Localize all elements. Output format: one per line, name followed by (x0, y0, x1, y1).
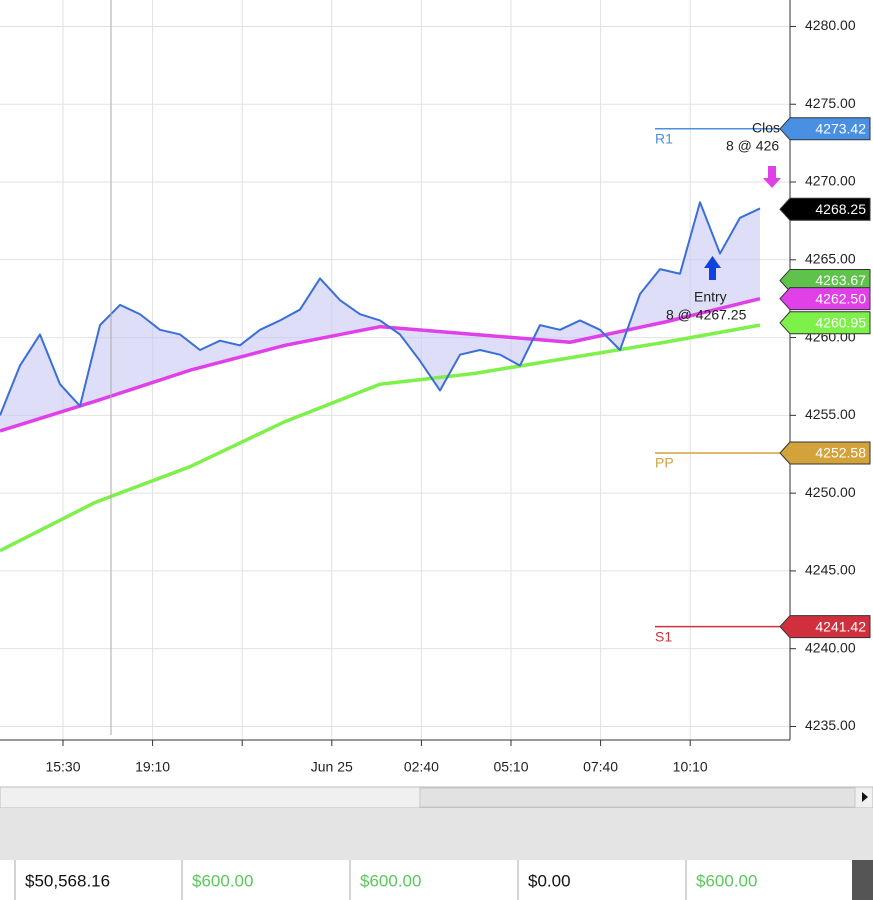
annotation: 8 @ 426 (726, 138, 779, 154)
y-tick-label: 4255.00 (805, 406, 856, 422)
exit-marker (763, 166, 781, 188)
annotation: Clos (752, 120, 780, 136)
y-tick-label: 4280.00 (805, 17, 856, 33)
price-tag (779, 615, 871, 639)
price-tag (779, 287, 871, 311)
plot (0, 0, 790, 740)
x-tick-label: 05:10 (493, 759, 528, 775)
x-tick-label: 19:10 (135, 759, 170, 775)
price-tag-label: 4241.42 (815, 618, 866, 634)
panel (0, 808, 873, 860)
scroll-right[interactable] (862, 792, 868, 802)
level-name: R1 (655, 131, 673, 147)
price-tag-label: 4273.42 (815, 121, 866, 137)
price-tag-label: 4263.67 (815, 272, 866, 288)
level-name: PP (655, 455, 674, 471)
cells: $50,568.16 $600.00 $600.00 $0.00 $600.00 (14, 860, 757, 900)
level-name: S1 (655, 628, 672, 644)
table-edge (852, 860, 873, 900)
series-line (0, 323, 761, 553)
price-tag-label: 4268.25 (815, 201, 866, 217)
y-tick-label: 4250.00 (805, 484, 856, 500)
price-tag (779, 197, 871, 221)
table-cell: $600.00 (360, 871, 421, 890)
x-tick-label: 10:10 (673, 759, 708, 775)
chart-bg (0, 0, 873, 787)
y-tick-label: 4275.00 (805, 95, 856, 111)
y-tick-label: 4235.00 (805, 717, 856, 733)
annotation: Entry (694, 289, 727, 305)
y-tick-label: 4240.00 (805, 639, 856, 655)
series-line (0, 201, 761, 416)
x-tick-label: Jun 25 (311, 759, 353, 775)
scroll-thumb[interactable] (419, 787, 856, 808)
x-tick-label: 07:40 (583, 759, 618, 775)
table-cell: $600.00 (192, 871, 253, 890)
price-tag-label: 4260.95 (815, 314, 866, 330)
table-row (0, 860, 873, 900)
price-tag-label: 4262.50 (815, 290, 866, 306)
x-tick-label: 15:30 (45, 759, 80, 775)
price-tag (779, 441, 871, 465)
table-cell: $600.00 (696, 871, 757, 890)
x-tick-label: 02:40 (404, 759, 439, 775)
table-cell: $50,568.16 (25, 871, 110, 890)
entry-marker (704, 256, 721, 280)
y-tick-label: 4245.00 (805, 562, 856, 578)
annotation: 8 @ 4267.25 (666, 307, 747, 323)
y-tick-label: 4270.00 (805, 173, 856, 189)
y-tick-label: 4265.00 (805, 250, 856, 266)
price-tag (779, 311, 871, 335)
price-tag (779, 117, 871, 141)
price-tag-label: 4252.58 (815, 445, 866, 461)
series-line (0, 296, 761, 433)
table-cell: $0.00 (528, 871, 571, 890)
